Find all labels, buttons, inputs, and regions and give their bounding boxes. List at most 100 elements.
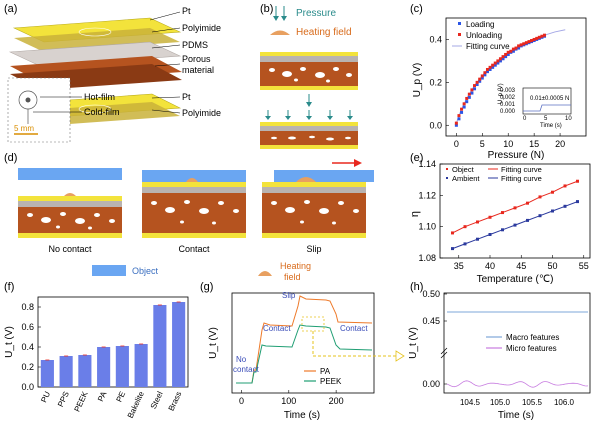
g-xlabel: Time (s)	[284, 410, 320, 421]
panel-d-slip	[262, 159, 374, 238]
e-point-ambient	[513, 223, 517, 227]
f-bar-pe	[115, 346, 129, 387]
g-xtick-label: 200	[329, 396, 344, 406]
c-point-loading	[506, 52, 510, 56]
e-point-object	[576, 179, 579, 183]
c-inset-ylabel: U_p (V)	[498, 83, 504, 104]
e-legend-fit-2: Fitting curve	[501, 174, 542, 183]
g-xtick-label: 100	[281, 396, 296, 406]
e-xtick-label: 50	[547, 261, 557, 271]
label-pt-bottom: Pt	[182, 92, 191, 102]
f-ytick-label: 0.0	[21, 382, 34, 392]
h-xtick-0: 104.5	[460, 398, 481, 407]
slip-arrow-head	[354, 159, 362, 167]
chart-h: 0.50 0.45 0.00 Macro features Micro feat…	[408, 289, 591, 421]
c-point-unloading	[496, 59, 500, 63]
legend-heating-swatch	[258, 271, 272, 276]
f-ytick-label: 0.8	[21, 302, 34, 312]
c-point-loading	[460, 110, 464, 114]
g-annot-contact-2: Contact	[340, 324, 368, 333]
legend-heating-label-2: field	[284, 272, 301, 282]
g-zoom-arrow-head	[395, 350, 405, 362]
f-bar-bakelite	[134, 344, 148, 387]
f-ytick-label: 0.4	[21, 342, 34, 352]
panel-label-h: (h)	[410, 281, 423, 293]
e-legend-marker-ambient	[446, 177, 448, 179]
c-legend-marker-loading	[458, 22, 461, 25]
legend-heating-label-1: Heating	[280, 261, 311, 271]
label-slip: Slip	[306, 244, 321, 254]
f-xlabel-pps: PPS	[56, 390, 71, 408]
e-legend-object: Object	[452, 165, 475, 174]
c-ytick-label: 0.4	[429, 34, 442, 44]
c-legend-marker-unloading	[458, 33, 461, 36]
c-point-loading	[457, 117, 461, 121]
c-point-loading	[475, 83, 479, 87]
g-annot-contact-3: contact	[233, 365, 260, 374]
c-point-unloading	[530, 39, 534, 43]
plot-frame-f	[37, 296, 189, 388]
c-inset-ytick-0: 0.000	[500, 109, 516, 115]
c-point-loading	[511, 49, 515, 53]
c-point-loading	[470, 91, 474, 95]
f-xlabel-steel: Steel	[149, 390, 165, 411]
c-point-unloading	[535, 36, 539, 40]
c-point-unloading	[514, 46, 518, 50]
h-ytick-000: 0.00	[422, 379, 440, 389]
label-cold-film: Cold-film	[84, 107, 120, 117]
c-xtick-label: 20	[555, 139, 565, 149]
h-axis-break-1	[440, 347, 448, 355]
label-no-contact: No contact	[48, 244, 92, 254]
c-inset-annotation: 0.01±0.0005 N	[530, 96, 569, 102]
c-point-unloading	[524, 41, 528, 45]
c-point-loading	[465, 100, 469, 104]
g-annot-contact-1: Contact	[263, 324, 291, 333]
label-contact: Contact	[178, 244, 210, 254]
h-xtick-3: 106.0	[554, 398, 575, 407]
plot-frame-g	[231, 292, 375, 394]
c-point-unloading	[460, 107, 464, 111]
label-pdms: PDMS	[182, 40, 208, 50]
label-pt-top: Pt	[182, 6, 191, 16]
c-point-loading	[496, 61, 500, 65]
panel-label-b: (b)	[260, 3, 273, 15]
e-point-object	[563, 184, 567, 188]
chart-g: 0 100 200 Slip Contact Contact No contact …	[208, 291, 405, 421]
e-point-ambient	[576, 200, 579, 204]
f-xlabel-brass: Brass	[167, 390, 184, 412]
e-point-ambient	[526, 218, 529, 222]
c-point-unloading	[537, 35, 541, 39]
c-point-loading	[462, 105, 466, 109]
f-ytick-label: 0.6	[21, 322, 34, 332]
c-inset-xtick-2: 10	[565, 116, 572, 122]
panel-b-sensor-relaxed	[260, 52, 358, 90]
panel-label-g: (g)	[200, 281, 213, 293]
c-ytick-label: 0.2	[429, 77, 442, 87]
e-point-object	[488, 215, 492, 219]
layer-pdms	[8, 41, 182, 67]
h-xtick-2: 105.5	[522, 398, 543, 407]
chart-c: 0 5 10 15 20 0.0 0.2 0.4 Pressure (N) U_p (V) L…	[412, 17, 587, 161]
c-ylabel: U_p (V)	[412, 63, 423, 97]
e-ylabel: η	[409, 211, 421, 217]
e-point-ambient	[563, 204, 567, 208]
c-point-loading	[498, 59, 502, 63]
h-xlabel: Time (s)	[498, 410, 534, 421]
c-point-loading	[478, 79, 482, 83]
c-point-loading	[493, 63, 497, 67]
f-xlabel-pa: PA	[96, 389, 109, 403]
c-point-unloading	[475, 80, 479, 84]
c-point-unloading	[478, 77, 482, 81]
e-point-ambient	[551, 209, 554, 213]
c-inset-xtick-0: 0	[523, 116, 527, 122]
h-axis-break-2	[440, 351, 448, 359]
plot-frame-e	[439, 163, 591, 259]
c-point-loading	[504, 55, 508, 59]
h-ylabel: U_t (V)	[408, 327, 419, 359]
legend-object-swatch	[92, 265, 126, 276]
panel-label-c: (c)	[410, 3, 423, 15]
e-point-object	[526, 201, 529, 205]
c-point-unloading	[467, 92, 471, 96]
f-bar-pa	[97, 347, 111, 387]
